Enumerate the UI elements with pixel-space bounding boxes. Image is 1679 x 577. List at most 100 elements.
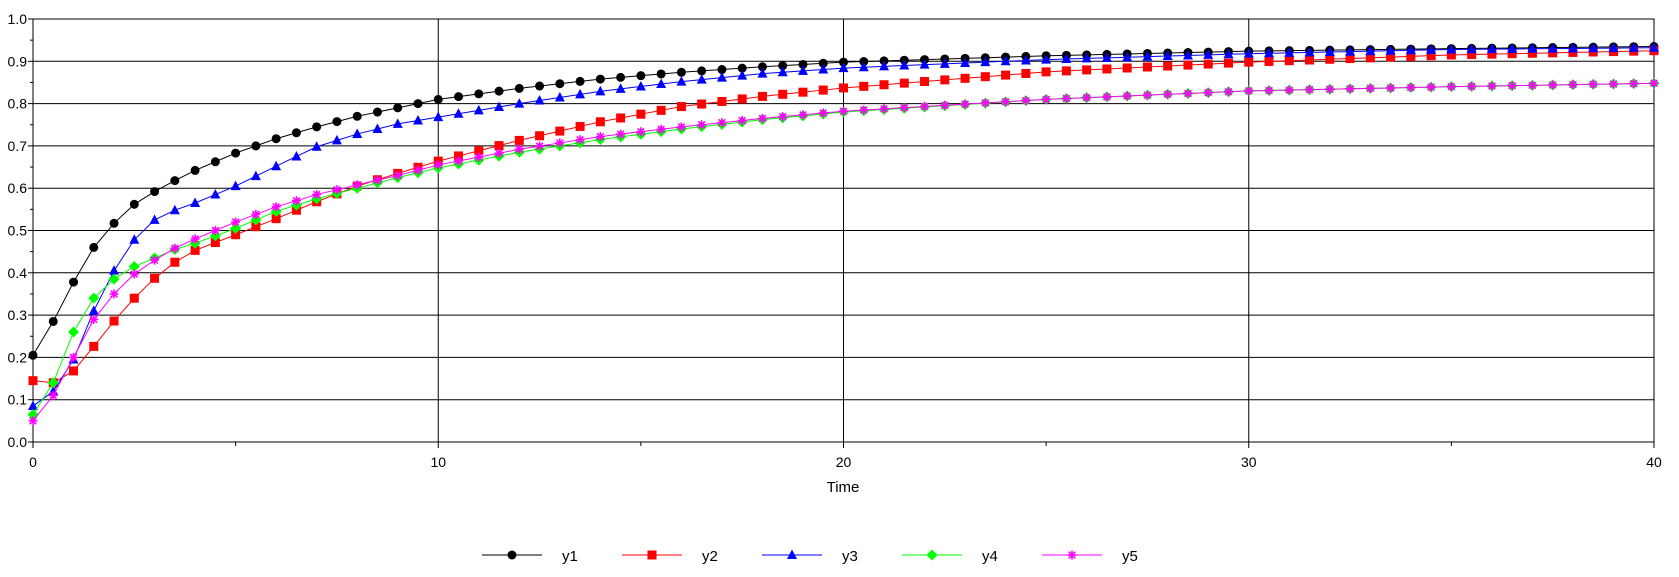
data-point-y2	[1203, 59, 1213, 69]
data-point-y1	[129, 199, 139, 209]
data-point-y1	[757, 62, 767, 72]
data-point-y2	[737, 94, 747, 104]
data-point-y5	[1406, 83, 1416, 93]
data-point-y3	[1345, 46, 1356, 56]
data-point-y1	[150, 187, 160, 197]
data-point-y2	[575, 121, 585, 131]
data-point-y5	[150, 255, 160, 265]
x-axis-label: Time	[827, 479, 860, 496]
x-tick-label: 30	[1241, 454, 1257, 470]
data-point-y2	[1507, 49, 1517, 59]
data-point-y5	[48, 390, 58, 400]
data-point-y3	[818, 63, 829, 74]
data-point-y5	[1629, 79, 1639, 89]
data-point-y5	[1082, 93, 1092, 103]
data-point-y2	[1386, 52, 1396, 62]
data-point-y1	[737, 63, 747, 73]
data-point-y2	[1163, 61, 1173, 71]
x-tick-label: 20	[836, 454, 852, 470]
data-point-y5	[636, 127, 646, 137]
data-point-y2	[89, 341, 99, 351]
data-point-y5	[757, 113, 767, 123]
data-point-y5	[1142, 90, 1152, 100]
data-point-y3	[858, 61, 869, 72]
data-point-y3	[1243, 48, 1254, 58]
data-point-y4	[108, 273, 120, 285]
data-point-y2	[1305, 55, 1315, 65]
legend-marker	[507, 550, 517, 560]
data-point-y2	[717, 96, 727, 106]
data-point-y2	[190, 245, 200, 255]
data-point-y5	[717, 118, 727, 128]
data-point-y2	[474, 146, 484, 156]
data-point-y1	[535, 81, 545, 91]
data-point-y3	[1547, 43, 1558, 53]
data-point-y3	[1588, 42, 1599, 53]
data-point-y2	[920, 77, 930, 87]
data-point-y5	[413, 165, 423, 175]
data-point-y1	[859, 57, 869, 67]
data-point-y2	[1325, 54, 1335, 64]
data-point-y5	[1487, 81, 1497, 91]
data-point-y5	[89, 314, 99, 324]
data-point-y1	[839, 57, 848, 67]
data-point-y3	[554, 91, 565, 102]
data-point-y5	[1588, 79, 1598, 89]
data-point-y3	[1122, 51, 1133, 62]
data-point-y5	[1001, 97, 1011, 107]
data-point-y5	[697, 120, 707, 130]
data-point-y3	[1385, 45, 1396, 55]
data-point-y2	[1487, 49, 1497, 59]
data-point-y3	[1101, 52, 1112, 62]
data-point-y2	[656, 105, 666, 115]
data-point-y3	[534, 95, 545, 105]
data-point-y2	[798, 87, 808, 97]
data-point-y3	[1182, 49, 1193, 60]
data-point-y5	[1649, 78, 1659, 88]
data-point-y3	[797, 65, 808, 75]
x-tick-label: 10	[430, 454, 446, 470]
data-point-y2	[778, 89, 788, 99]
data-point-y3	[980, 56, 991, 67]
y-tick-label: 1.0	[8, 11, 28, 27]
data-point-y5	[393, 171, 403, 181]
data-point-y2	[960, 73, 970, 83]
data-point-y3	[1628, 42, 1639, 52]
data-point-y2	[1406, 51, 1416, 61]
data-point-y5	[69, 352, 79, 362]
data-point-y1	[251, 141, 261, 151]
data-point-y5	[372, 175, 382, 185]
data-point-y3	[716, 72, 727, 82]
data-point-y3	[838, 62, 849, 73]
data-point-y2	[1244, 57, 1254, 67]
data-point-y2	[535, 131, 545, 141]
data-point-y3	[291, 150, 302, 161]
data-point-y1	[636, 71, 646, 81]
data-point-y2	[1426, 51, 1436, 61]
data-point-y3	[960, 57, 971, 67]
data-point-y3	[352, 128, 363, 139]
data-point-y2	[210, 238, 220, 248]
legend-marker	[926, 549, 938, 561]
data-point-y2	[616, 113, 626, 123]
legend-label: y3	[842, 548, 858, 565]
y-tick-label: 0.6	[8, 180, 28, 196]
data-point-y1	[454, 92, 464, 102]
data-point-y3	[1486, 43, 1497, 54]
data-point-y5	[656, 124, 666, 134]
data-point-y1	[514, 83, 524, 93]
data-point-y5	[980, 98, 990, 108]
data-point-y3	[1142, 51, 1153, 61]
data-point-y5	[1021, 96, 1031, 106]
data-point-y2	[454, 151, 464, 161]
data-point-y5	[1365, 83, 1375, 93]
legend-label: y5	[1122, 548, 1138, 565]
data-point-y2	[1183, 60, 1193, 70]
data-point-y2	[494, 141, 504, 151]
data-point-y5	[312, 190, 322, 200]
data-point-y3	[1041, 54, 1052, 64]
data-point-y5	[170, 243, 180, 253]
data-point-y3	[514, 98, 525, 108]
data-point-y2	[980, 72, 990, 82]
